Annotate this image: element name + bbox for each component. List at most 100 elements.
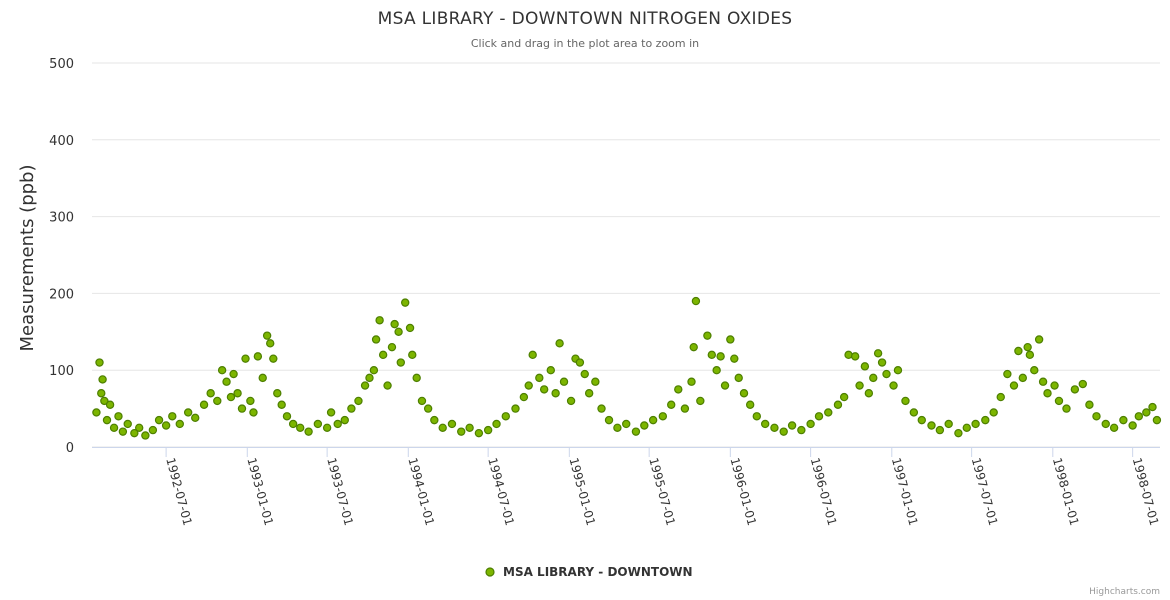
data-point[interactable]	[779, 427, 788, 436]
data-point[interactable]	[696, 396, 705, 406]
data-point[interactable]	[288, 419, 298, 429]
data-point[interactable]	[233, 389, 242, 398]
data-point[interactable]	[1085, 400, 1094, 409]
data-point[interactable]	[889, 381, 898, 390]
data-point[interactable]	[844, 350, 853, 360]
data-point[interactable]	[760, 419, 770, 429]
data-point[interactable]	[613, 423, 622, 432]
data-point[interactable]	[396, 358, 405, 367]
data-point[interactable]	[390, 319, 399, 329]
data-point[interactable]	[296, 423, 305, 432]
data-point[interactable]	[575, 358, 585, 367]
data-point[interactable]	[191, 413, 200, 423]
data-point[interactable]	[971, 419, 980, 429]
data-point[interactable]	[720, 381, 730, 390]
legend-label[interactable]: MSA LIBRARY - DOWNTOWN	[503, 565, 693, 579]
data-point[interactable]	[277, 400, 286, 409]
data-points[interactable]	[92, 296, 1162, 440]
data-point[interactable]	[371, 335, 381, 344]
data-point[interactable]	[222, 377, 231, 386]
data-point[interactable]	[237, 404, 247, 413]
data-point[interactable]	[213, 396, 222, 406]
credits-link[interactable]: Highcharts.com	[1089, 587, 1160, 597]
data-point[interactable]	[1003, 369, 1012, 379]
data-point[interactable]	[262, 331, 272, 340]
data-point[interactable]	[483, 425, 493, 435]
data-point[interactable]	[703, 331, 712, 340]
data-point[interactable]	[423, 404, 433, 413]
data-point[interactable]	[1101, 419, 1110, 429]
data-point[interactable]	[981, 415, 990, 425]
data-point[interactable]	[109, 423, 119, 432]
data-point[interactable]	[417, 396, 427, 406]
data-point[interactable]	[873, 349, 883, 358]
data-point[interactable]	[206, 389, 215, 398]
data-point[interactable]	[375, 316, 384, 325]
data-point[interactable]	[689, 342, 698, 352]
data-point[interactable]	[739, 389, 749, 398]
data-point[interactable]	[546, 366, 555, 375]
data-point[interactable]	[365, 373, 374, 383]
data-point[interactable]	[752, 412, 761, 421]
data-point[interactable]	[1038, 377, 1048, 386]
data-point[interactable]	[824, 408, 833, 417]
data-point[interactable]	[1134, 412, 1144, 421]
data-point[interactable]	[1030, 366, 1039, 375]
data-point[interactable]	[1023, 342, 1032, 352]
data-point[interactable]	[1009, 381, 1019, 390]
legend[interactable]: MSA LIBRARY - DOWNTOWN	[485, 565, 693, 579]
data-point[interactable]	[97, 389, 106, 398]
data-point[interactable]	[622, 419, 631, 429]
data-point[interactable]	[135, 423, 144, 432]
data-point[interactable]	[604, 415, 614, 425]
data-point[interactable]	[667, 400, 676, 409]
data-point[interactable]	[369, 366, 379, 375]
data-point[interactable]	[1148, 402, 1157, 412]
data-point[interactable]	[944, 419, 953, 429]
data-point[interactable]	[304, 427, 313, 436]
data-point[interactable]	[394, 327, 403, 336]
data-point[interactable]	[591, 377, 600, 386]
data-point[interactable]	[691, 296, 701, 306]
data-point[interactable]	[148, 425, 158, 435]
data-point[interactable]	[1050, 381, 1059, 390]
data-point[interactable]	[1014, 346, 1023, 356]
data-point[interactable]	[787, 421, 797, 430]
data-point[interactable]	[539, 385, 549, 394]
data-point[interactable]	[118, 427, 128, 436]
data-point[interactable]	[347, 404, 356, 413]
data-point[interactable]	[183, 408, 193, 417]
data-point[interactable]	[559, 377, 569, 386]
data-point[interactable]	[584, 389, 594, 398]
data-point[interactable]	[154, 415, 164, 425]
data-point[interactable]	[401, 298, 410, 307]
data-point[interactable]	[901, 396, 910, 406]
data-point[interactable]	[869, 373, 878, 383]
data-point[interactable]	[387, 342, 397, 352]
data-point[interactable]	[405, 323, 415, 333]
data-point[interactable]	[1018, 373, 1028, 383]
data-point[interactable]	[378, 350, 388, 360]
data-point[interactable]	[501, 412, 510, 421]
data-point[interactable]	[1142, 408, 1151, 417]
data-point[interactable]	[217, 366, 227, 375]
data-point[interactable]	[566, 396, 576, 406]
data-point[interactable]	[954, 428, 963, 438]
data-point[interactable]	[519, 392, 529, 402]
data-point[interactable]	[1054, 396, 1064, 406]
data-point[interactable]	[797, 425, 806, 435]
data-point[interactable]	[882, 369, 891, 379]
data-point[interactable]	[806, 419, 815, 429]
data-point[interactable]	[770, 423, 779, 432]
data-point[interactable]	[631, 427, 641, 436]
data-point[interactable]	[648, 415, 658, 425]
data-point[interactable]	[269, 354, 278, 363]
data-point[interactable]	[555, 339, 564, 348]
data-point[interactable]	[98, 375, 107, 384]
data-point[interactable]	[161, 421, 171, 430]
data-point[interactable]	[1025, 350, 1035, 360]
data-point[interactable]	[105, 400, 115, 409]
data-point[interactable]	[935, 425, 945, 435]
data-point[interactable]	[1152, 415, 1162, 425]
